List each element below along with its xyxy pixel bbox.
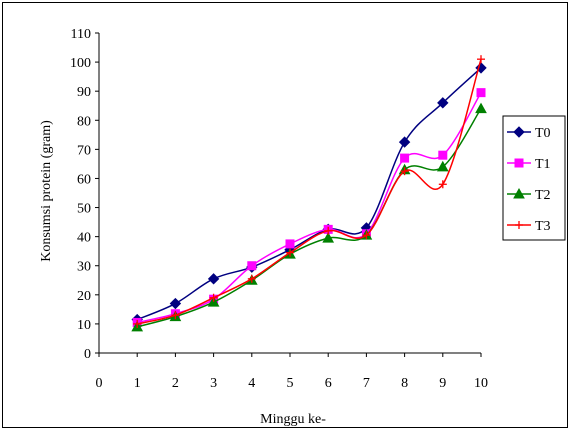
data-point-t3 <box>324 226 333 235</box>
x-tick-label: 6 <box>325 376 332 391</box>
legend: T0 T1 T2 T3 <box>502 115 566 241</box>
data-point-t2 <box>475 102 487 114</box>
x-tick-label: 10 <box>474 376 488 391</box>
data-point-t0 <box>207 273 220 285</box>
y-axis-title: Konsumsi protein (gram) <box>39 120 54 262</box>
legend-label-t0: T0 <box>535 126 551 141</box>
x-tick-label: 8 <box>401 376 408 391</box>
y-tick-label: 90 <box>77 85 91 100</box>
data-point-t3 <box>209 293 218 302</box>
data-point-t3 <box>438 180 447 189</box>
x-tick-label: 9 <box>439 376 446 391</box>
data-point-t3 <box>247 274 256 283</box>
series-layer <box>131 55 487 332</box>
y-tick-label: 10 <box>77 318 91 333</box>
y-tick-label: 80 <box>77 114 91 129</box>
y-tick-label: 100 <box>70 56 91 71</box>
data-point-t3 <box>477 55 485 64</box>
y-tick-label: 30 <box>77 260 91 275</box>
series-line-t3 <box>137 58 482 325</box>
y-tick-label: 110 <box>71 27 91 42</box>
x-tick-label: 1 <box>134 376 141 391</box>
legend-marker-t3 <box>515 221 523 229</box>
data-point-t2 <box>322 232 335 243</box>
data-point-t1 <box>285 239 295 249</box>
x-tick-label: 3 <box>210 376 217 391</box>
data-point-t3 <box>400 167 409 176</box>
data-point-t3 <box>362 231 371 240</box>
y-tick-label: 20 <box>77 289 91 304</box>
line-chart: 0 10 20 30 40 50 60 70 80 90 100 110 0 1 2 3 4 5 6 7 8 9 10 T0… <box>39 27 566 427</box>
legend-box <box>502 115 566 241</box>
series-line-t0 <box>136 67 482 321</box>
y-tick-label: 40 <box>77 231 91 246</box>
legend-label-t3: T3 <box>535 219 551 234</box>
x-axis-title: Minggu ke- <box>260 412 326 427</box>
x-tick-label: 7 <box>363 376 370 391</box>
data-point-t1 <box>476 88 486 98</box>
legend-marker-t2 <box>513 187 525 199</box>
data-point-t3 <box>171 311 180 320</box>
y-tick-label: 60 <box>77 172 91 187</box>
data-point-t1 <box>438 150 448 160</box>
data-point-t1 <box>400 153 410 163</box>
y-tick-label: 50 <box>77 202 91 217</box>
series-t3 <box>133 55 485 328</box>
series-t0 <box>131 62 487 326</box>
series-line-t2 <box>137 108 482 328</box>
x-tick-label: 4 <box>248 376 255 391</box>
data-point-t3 <box>286 248 294 257</box>
series-t1 <box>132 88 486 327</box>
chart-frame: 0 10 20 30 40 50 60 70 80 90 100 110 0 1 2 3 4 5 6 7 8 9 10 T0… <box>2 2 568 428</box>
x-tick-label: 0 <box>96 376 103 391</box>
legend-label-t2: T2 <box>535 188 551 203</box>
axes: 0 10 20 30 40 50 60 70 80 90 100 110 0 1 2 3 4 5 6 7 8 9 10 <box>70 27 488 391</box>
x-tick-label: 5 <box>287 376 294 391</box>
y-tick-label: 70 <box>77 143 91 158</box>
data-point-t0 <box>169 297 182 310</box>
data-point-t0 <box>398 136 411 148</box>
series-line-t1 <box>137 92 482 324</box>
x-tick-label: 2 <box>172 376 179 391</box>
data-point-t2 <box>436 160 449 172</box>
data-point-t3 <box>133 319 142 328</box>
legend-label-t1: T1 <box>535 157 551 172</box>
data-point-t1 <box>247 261 257 271</box>
data-point-t0 <box>437 97 449 109</box>
y-tick-label: 0 <box>84 347 91 362</box>
legend-marker-t1 <box>514 158 524 168</box>
legend-marker-t0 <box>513 126 525 138</box>
